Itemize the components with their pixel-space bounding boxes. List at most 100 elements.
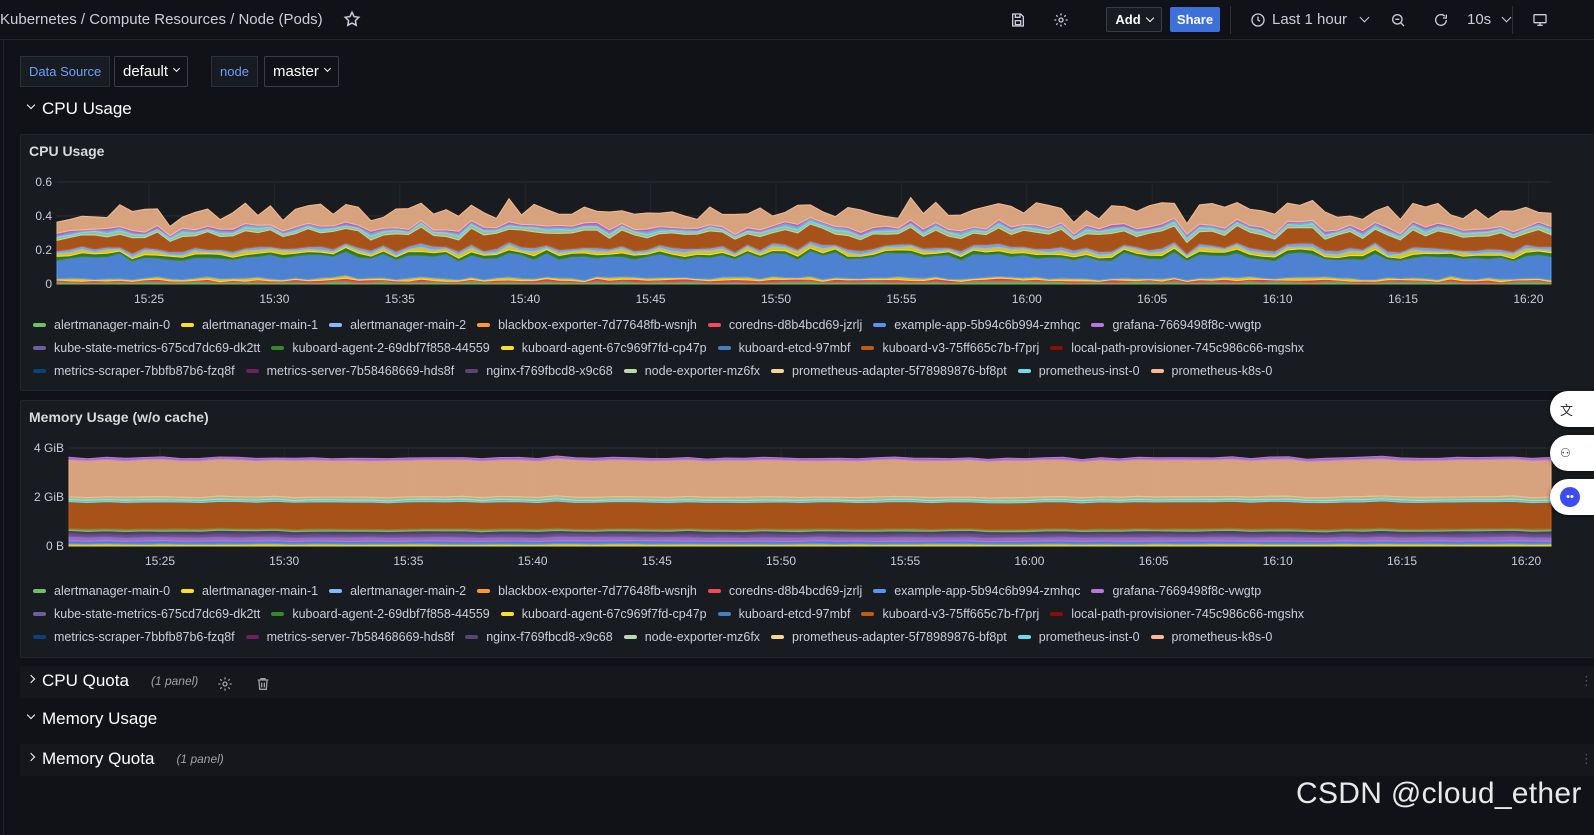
datasource-variable-select[interactable]: default — [114, 56, 189, 87]
legend-label: metrics-scraper-7bbfb87b6-fzq8f — [54, 629, 235, 644]
chevron-down-icon — [1145, 13, 1154, 22]
node-variable-select[interactable]: master — [264, 56, 339, 87]
legend-item[interactable]: kuboard-agent-67c969f7fd-cp47p — [500, 341, 707, 355]
row-settings-gear-icon[interactable] — [217, 676, 233, 692]
row-drag-handle-icon[interactable]: ⋮ — [1580, 673, 1593, 691]
row-drag-handle-icon[interactable]: ⋮ — [1580, 751, 1593, 769]
legend-row: alertmanager-main-0 alertmanager-main-1 al… — [33, 579, 1573, 602]
legend-item[interactable]: prometheus-k8s-0 — [1150, 364, 1272, 378]
legend-item[interactable]: alertmanager-main-0 — [33, 318, 170, 332]
legend-item[interactable]: prometheus-k8s-0 — [1150, 630, 1272, 644]
legend-item[interactable]: local-path-provisioner-745c986c66-mgshx — [1050, 607, 1304, 621]
x-tick-label: 16:15 — [1388, 292, 1418, 306]
legend-label: prometheus-adapter-5f78989876-bf8pt — [792, 363, 1007, 378]
legend-item[interactable]: kuboard-agent-2-69dbf7f858-44559 — [271, 607, 490, 621]
row-cpu-usage[interactable]: CPU Usage — [26, 99, 132, 119]
legend-item[interactable]: grafana-7669498f8c-vwgtp — [1091, 584, 1261, 598]
row-memory-quota[interactable]: Memory Quota (1 panel) — [26, 749, 224, 769]
chevron-right-icon — [26, 674, 36, 684]
star-icon[interactable] — [343, 10, 361, 28]
legend-item[interactable]: nginx-f769fbcd8-x9c68 — [465, 364, 613, 378]
floating-translate-button[interactable]: 文 — [1550, 391, 1594, 427]
save-dashboard-icon[interactable] — [1008, 8, 1028, 32]
legend-swatch — [33, 368, 46, 373]
x-tick-label: 15:50 — [761, 292, 791, 306]
legend-swatch — [33, 634, 46, 639]
legend-item[interactable]: kuboard-agent-67c969f7fd-cp47p — [500, 607, 707, 621]
legend-item[interactable]: kube-state-metrics-675cd7dc69-dk2tt — [33, 607, 260, 621]
legend-item[interactable]: example-app-5b94c6b994-zmhqc — [873, 584, 1080, 598]
chevron-down-icon — [1359, 12, 1370, 23]
zoom-out-icon[interactable] — [1388, 8, 1408, 32]
time-range-picker[interactable]: Last 1 hour — [1272, 11, 1370, 28]
legend-item[interactable]: blackbox-exporter-7d77648fb-wsnjh — [477, 318, 697, 332]
legend-item[interactable]: example-app-5b94c6b994-zmhqc — [873, 318, 1080, 332]
add-button[interactable]: Add — [1106, 7, 1162, 32]
legend-item[interactable]: prometheus-adapter-5f78989876-bf8pt — [771, 630, 1007, 644]
legend-item[interactable]: local-path-provisioner-745c986c66-mgshx — [1050, 341, 1304, 355]
legend-swatch — [1017, 368, 1031, 373]
legend-item[interactable]: prometheus-adapter-5f78989876-bf8pt — [771, 364, 1007, 378]
refresh-icon[interactable] — [1431, 8, 1451, 32]
legend-swatch — [861, 345, 875, 350]
legend-item[interactable]: metrics-scraper-7bbfb87b6-fzq8f — [33, 364, 235, 378]
legend-swatch — [245, 368, 259, 373]
x-tick-label: 16:00 — [1012, 292, 1042, 306]
legend-item[interactable]: kuboard-etcd-97mbf — [717, 607, 850, 621]
series-area — [68, 500, 1552, 531]
x-tick-label: 16:15 — [1387, 554, 1417, 568]
legend-row: alertmanager-main-0 alertmanager-main-1 al… — [33, 313, 1573, 336]
memory-usage-panel[interactable]: Memory Usage (w/o cache) 4 GiB 2 GiB 0 B 15… — [20, 400, 1594, 658]
legend-item[interactable]: kube-state-metrics-675cd7dc69-dk2tt — [33, 341, 260, 355]
legend-item[interactable]: metrics-server-7b58468669-hds8f — [245, 364, 454, 378]
row-delete-trash-icon[interactable] — [255, 676, 271, 692]
legend-swatch — [707, 588, 721, 593]
legend-item[interactable]: prometheus-inst-0 — [1017, 364, 1140, 378]
legend-item[interactable]: metrics-scraper-7bbfb87b6-fzq8f — [33, 630, 235, 644]
legend-item[interactable]: kuboard-etcd-97mbf — [717, 341, 850, 355]
legend-item[interactable]: nginx-f769fbcd8-x9c68 — [465, 630, 613, 644]
legend-item[interactable]: alertmanager-main-2 — [329, 318, 466, 332]
legend-item[interactable]: prometheus-inst-0 — [1017, 630, 1140, 644]
legend-item[interactable]: grafana-7669498f8c-vwgtp — [1091, 318, 1261, 332]
row-memory-usage[interactable]: Memory Usage — [26, 709, 157, 729]
memory-usage-chart[interactable]: 4 GiB 2 GiB 0 B 15:25 15:30 15:35 15:40 15:45 15… — [21, 401, 1594, 579]
tv-mode-icon[interactable] — [1530, 8, 1550, 32]
row-cpu-quota[interactable]: CPU Quota (1 panel) — [26, 671, 198, 691]
cpu-usage-chart[interactable]: 0.6 0.4 0.2 0 15:25 15:30 15:35 15:40 15:45 15:50… — [21, 135, 1594, 310]
x-tick-label: 15:40 — [510, 292, 540, 306]
breadcrumb[interactable]: Kubernetes / Compute Resources / Node (P… — [0, 11, 323, 28]
share-button[interactable]: Share — [1170, 7, 1220, 32]
cpu-usage-panel[interactable]: CPU Usage 0.6 0.4 0.2 0 15:25 15:30 15:35 15:40… — [20, 134, 1594, 391]
legend-item[interactable]: node-exporter-mz6fx — [623, 630, 760, 644]
chevron-right-icon — [26, 752, 36, 762]
legend-item[interactable]: coredns-d8b4bcd69-jzrlj — [707, 318, 862, 332]
legend-swatch — [33, 588, 46, 593]
chevron-down-icon — [26, 710, 36, 720]
legend-swatch — [33, 345, 46, 350]
legend-item[interactable]: kuboard-v3-75ff665c7b-f7prj — [861, 341, 1039, 355]
legend-swatch — [1091, 588, 1105, 593]
legend-item[interactable]: blackbox-exporter-7d77648fb-wsnjh — [477, 584, 697, 598]
floating-tool-button[interactable]: ⚇ — [1550, 435, 1594, 471]
y-tick-label: 0.6 — [35, 175, 52, 189]
legend-swatch — [181, 322, 195, 327]
node-variable-label: node — [211, 56, 258, 87]
legend-item[interactable]: alertmanager-main-0 — [33, 584, 170, 598]
legend-item[interactable]: kuboard-agent-2-69dbf7f858-44559 — [271, 340, 490, 355]
floating-assistant-button[interactable]: •• — [1550, 479, 1594, 515]
legend-item[interactable]: kuboard-v3-75ff665c7b-f7prj — [861, 607, 1039, 621]
legend-item[interactable]: alertmanager-main-2 — [329, 584, 466, 598]
legend-item[interactable]: node-exporter-mz6fx — [623, 364, 760, 378]
legend-item[interactable]: alertmanager-main-1 — [181, 318, 318, 332]
dashboard-settings-gear-icon[interactable] — [1051, 8, 1071, 32]
legend-item[interactable]: alertmanager-main-1 — [181, 584, 318, 598]
refresh-interval-picker[interactable]: 10s — [1467, 11, 1512, 28]
legend-label: kuboard-agent-2-69dbf7f858-44559 — [292, 340, 490, 355]
chevron-down-icon — [1501, 12, 1512, 23]
legend-swatch — [271, 345, 285, 350]
legend-item[interactable]: coredns-d8b4bcd69-jzrlj — [707, 584, 862, 598]
top-bar: Kubernetes / Compute Resources / Node (P… — [0, 0, 1594, 40]
legend-swatch — [1150, 634, 1164, 639]
legend-item[interactable]: metrics-server-7b58468669-hds8f — [245, 630, 454, 644]
